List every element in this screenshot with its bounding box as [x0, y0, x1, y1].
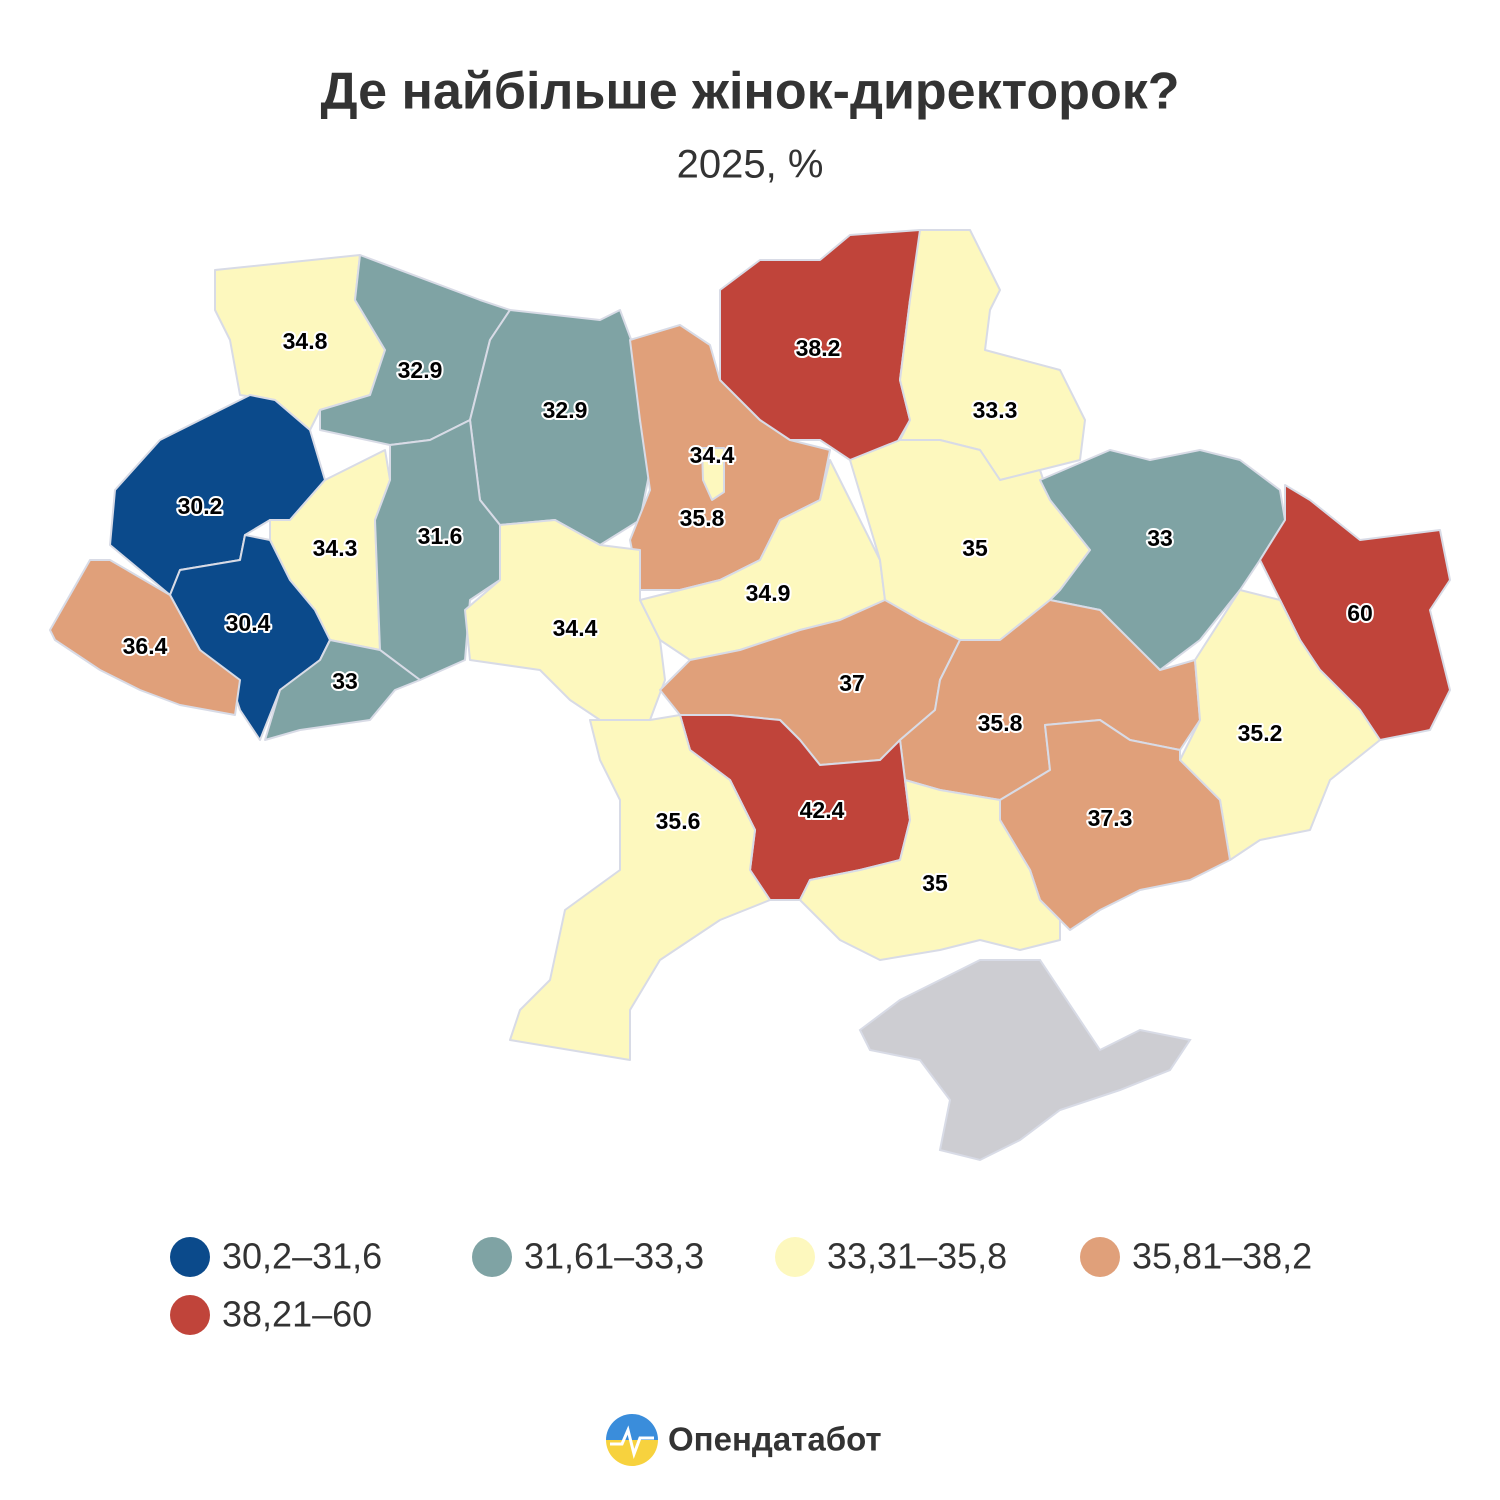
legend-swatch: [170, 1237, 210, 1277]
region-value-label: 33: [332, 668, 358, 694]
region-value-label: 35: [962, 535, 988, 561]
legend-label: 33,31–35,8: [827, 1236, 1007, 1277]
region: [799, 779, 1061, 961]
region: [49, 559, 241, 716]
region-value-label: 34.3: [313, 535, 358, 561]
region-value-label: 36.4: [123, 633, 168, 659]
region-value-label: 37: [839, 670, 865, 696]
brand-name: Опендатабот: [668, 1421, 882, 1458]
legend-label: 38,21–60: [222, 1294, 372, 1335]
region-value-label: 34.8: [283, 328, 328, 354]
region: [1259, 484, 1451, 741]
value-labels: 34.8 32.9 32.9 35.8 34.4 38.2 33.3 30.2 34.3 31.6…: [121, 326, 1375, 898]
region: [264, 639, 421, 741]
region-value-label: 32.9: [543, 397, 588, 423]
brand-logo-line: [610, 1425, 654, 1460]
region-value-label: 34.4: [690, 442, 735, 468]
region-value-label: 30.2: [178, 493, 223, 519]
legend: 30,2–31,6 31,61–33,3 33,31–35,8 35,81–38,2 3…: [170, 1236, 1312, 1335]
subtitle: 2025, %: [677, 143, 824, 187]
region: [701, 447, 725, 501]
region-value-label: 34.4: [553, 615, 598, 641]
region-value-label: 30.4: [226, 610, 271, 636]
region-value-label: 31.6: [418, 523, 463, 549]
region-value-label: 35.2: [1238, 720, 1283, 746]
region-value-label: 33.3: [973, 397, 1018, 423]
region-value-label: 35.8: [680, 505, 725, 531]
region-value-label: 35.6: [656, 808, 701, 834]
regions: [49, 229, 1451, 1061]
legend-label: 31,61–33,3: [524, 1236, 704, 1277]
region-value-label: 33: [1147, 525, 1173, 551]
legend-swatch: [472, 1237, 512, 1277]
title: Де найбільше жінок-директорок?: [321, 63, 1180, 121]
region-value-label: 35: [922, 870, 948, 896]
region-value-label: 42.4: [800, 797, 845, 823]
region-value-label: 37.3: [1088, 805, 1133, 831]
legend-label: 35,81–38,2: [1132, 1236, 1312, 1277]
region: [509, 714, 771, 1061]
region: [169, 534, 331, 741]
region-value-label: 35.8: [978, 710, 1023, 736]
legend-swatch: [170, 1295, 210, 1335]
region-value-label: 38.2: [796, 335, 841, 361]
region-value-label: 34.9: [746, 580, 791, 606]
region-value-label: 60: [1347, 600, 1373, 626]
region: [469, 309, 651, 546]
legend-swatch: [775, 1237, 815, 1277]
crimea-no-data: [858, 959, 1192, 1162]
legend-label: 30,2–31,6: [222, 1236, 382, 1277]
legend-swatch: [1080, 1237, 1120, 1277]
region-value-label: 32.9: [398, 357, 443, 383]
